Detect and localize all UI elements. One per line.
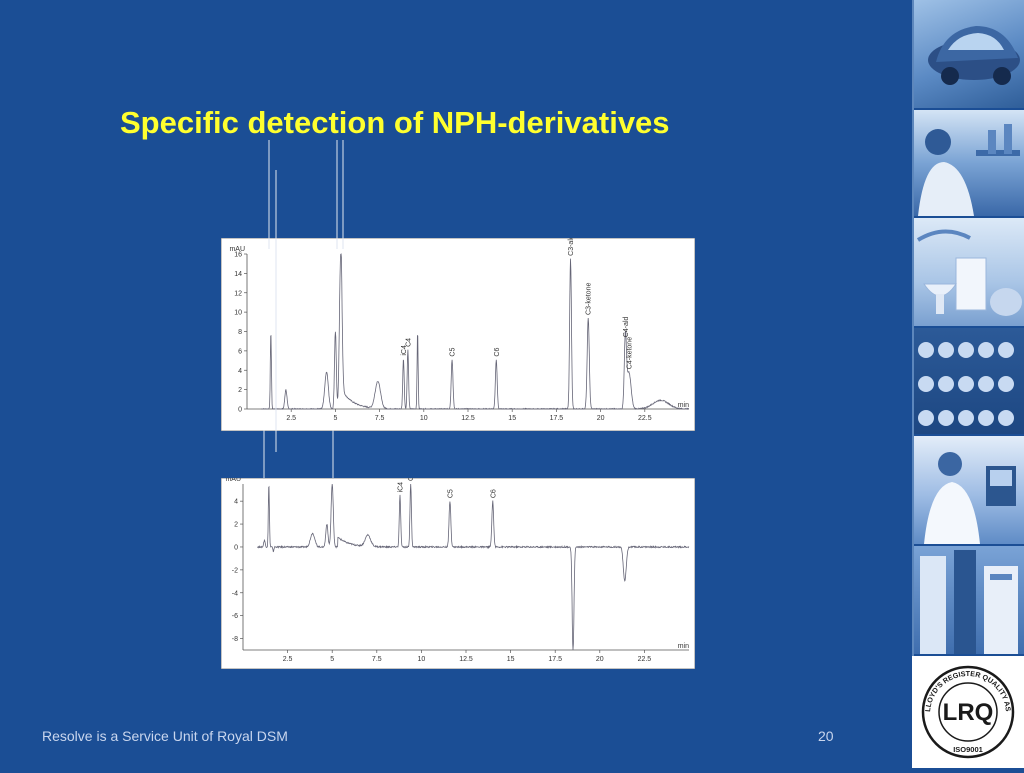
y-tick-label: -6 [232, 613, 238, 620]
industrial-equipment-photo [914, 546, 1024, 656]
y-axis-label: mAU [225, 478, 241, 483]
y-tick-label: -4 [232, 590, 238, 597]
y-tick-label: 12 [234, 290, 242, 297]
x-tick-label: 15 [507, 656, 515, 663]
footer-text: Resolve is a Service Unit of Royal DSM [42, 728, 288, 744]
food-dairy-photo [914, 218, 1024, 328]
x-tick-label: 7.5 [372, 656, 382, 663]
x-axis-label: min [678, 402, 689, 409]
x-tick-label: 12.5 [461, 415, 475, 422]
peak-label: C5 [447, 489, 454, 498]
x-tick-label: 15 [508, 415, 516, 422]
peak-label: C6 [490, 489, 497, 498]
x-axis-label: min [678, 643, 689, 650]
y-tick-label: 0 [238, 407, 242, 414]
x-tick-label: 22.5 [638, 415, 652, 422]
chart-frame [221, 238, 695, 431]
bottles-icon [918, 342, 1014, 426]
peak-label: C3-ald [568, 238, 575, 256]
equipment-icon [920, 550, 1018, 654]
peak-label: C3-ketone [586, 283, 593, 315]
peak-label: C4 [408, 478, 415, 481]
x-tick-label: 5 [330, 656, 334, 663]
x-tick-label: 10 [418, 656, 426, 663]
x-tick-label: 22.5 [638, 656, 652, 663]
peak-label: C6 [494, 348, 501, 357]
x-tick-label: 2.5 [286, 415, 296, 422]
y-tick-label: 16 [234, 252, 242, 259]
y-tick-label: 0 [234, 544, 238, 551]
peak-label: C5 [450, 348, 457, 357]
lab-technician-photo [914, 436, 1024, 546]
y-tick-label: 8 [238, 329, 242, 336]
x-tick-label: 17.5 [550, 415, 564, 422]
car-photo [914, 0, 1024, 110]
x-tick-label: 20 [596, 656, 604, 663]
technician-icon [924, 452, 1016, 544]
x-tick-label: 20 [597, 415, 605, 422]
peak-label: iC4 [401, 345, 408, 356]
y-axis-label: mAU [229, 246, 245, 253]
y-tick-label: 14 [234, 271, 242, 278]
lloyds-register-seal-icon: LLOYD'S REGISTER QUALITY ASSURANCE LRQ I… [909, 649, 1015, 759]
seal-standard: ISO9001 [953, 745, 983, 754]
scientist-icon [918, 124, 1020, 216]
x-tick-label: 5 [333, 415, 337, 422]
peak-label: iC4 [397, 482, 404, 493]
dairy-icon [916, 229, 1022, 316]
y-tick-label: 6 [238, 348, 242, 355]
y-tick-label: -2 [232, 567, 238, 574]
chart-frame [221, 478, 695, 669]
peak-label: C4 [405, 338, 412, 347]
quality-seal: LLOYD'S REGISTER QUALITY ASSURANCE LRQ I… [909, 649, 1024, 768]
chromatogram-trace [261, 253, 689, 410]
car-icon [928, 26, 1020, 85]
seal-monogram: LRQ [943, 699, 994, 726]
chromatogram-trace [256, 483, 690, 651]
production-line-photo [914, 328, 1024, 436]
peak-label: C4-ketone [626, 337, 633, 369]
x-tick-label: 10 [420, 415, 428, 422]
x-tick-label: 2.5 [283, 656, 293, 663]
chromatogram-bottom: mAU min -8 -6 -4 -2 0 2 4 2.5 5 7.5 10 12.5 15 17.5 20 22… [221, 478, 695, 669]
y-tick-label: 4 [234, 499, 238, 506]
x-tick-label: 7.5 [375, 415, 385, 422]
y-tick-label: 2 [238, 387, 242, 394]
page-number: 20 [818, 728, 834, 744]
y-tick-label: 10 [234, 310, 242, 317]
y-tick-label: 4 [238, 368, 242, 375]
x-tick-label: 12.5 [459, 656, 473, 663]
chromatogram-top: mAU min 0 2 4 6 8 10 12 14 16 2.5 5 7.5 10 12.5 15 17.5 20… [221, 238, 695, 431]
lab-scientist-photo [914, 110, 1024, 218]
peak-label: C4-ald [623, 316, 630, 337]
y-tick-label: -8 [232, 636, 238, 643]
x-tick-label: 17.5 [548, 656, 562, 663]
slide-title: Specific detection of NPH-derivatives [120, 105, 670, 140]
y-tick-label: 2 [234, 522, 238, 529]
